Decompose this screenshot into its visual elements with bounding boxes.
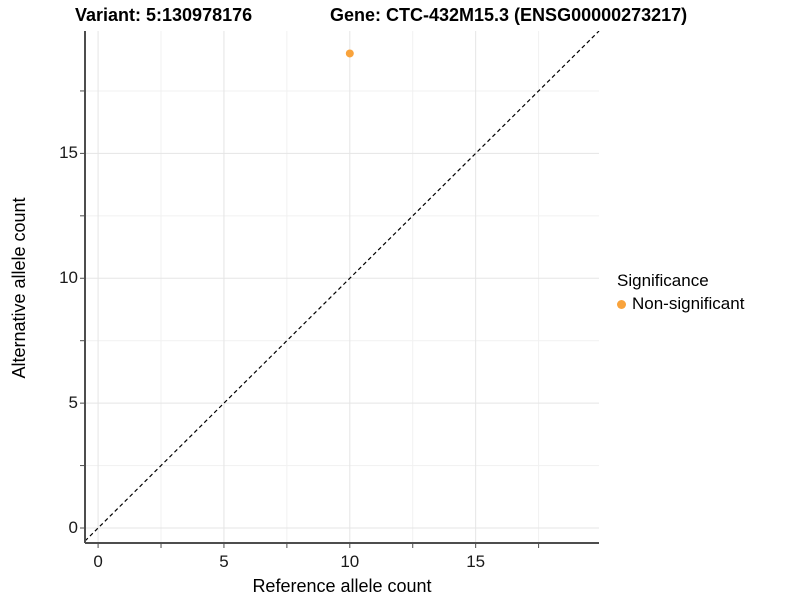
x-tick-label: 10	[340, 552, 360, 571]
y-axis-title: Alternative allele count	[9, 197, 29, 379]
legend: Significance Non-significant	[617, 271, 744, 314]
x-tick-label: 0	[93, 552, 103, 571]
x-tick-label: 5	[219, 552, 229, 571]
gene-title: Gene: CTC-432M15.3 (ENSG00000273217)	[330, 5, 688, 25]
y-tick-label: 5	[68, 393, 78, 413]
y-tick-label: 10	[59, 268, 78, 288]
legend-item: Non-significant	[617, 294, 744, 314]
plot-panel	[80, 31, 600, 548]
legend-item-label: Non-significant	[632, 294, 745, 313]
x-axis-title: Reference allele count	[252, 576, 432, 596]
y-tick-label: 0	[68, 518, 78, 537]
legend-title: Significance	[617, 271, 709, 290]
variant-title: Variant: 5:130978176	[75, 5, 253, 25]
x-tick-label: 15	[466, 552, 486, 571]
identity-line	[84, 31, 600, 542]
y-tick-label: 15	[59, 143, 78, 163]
data-point	[345, 49, 354, 58]
legend-key-dot-icon	[617, 299, 626, 309]
